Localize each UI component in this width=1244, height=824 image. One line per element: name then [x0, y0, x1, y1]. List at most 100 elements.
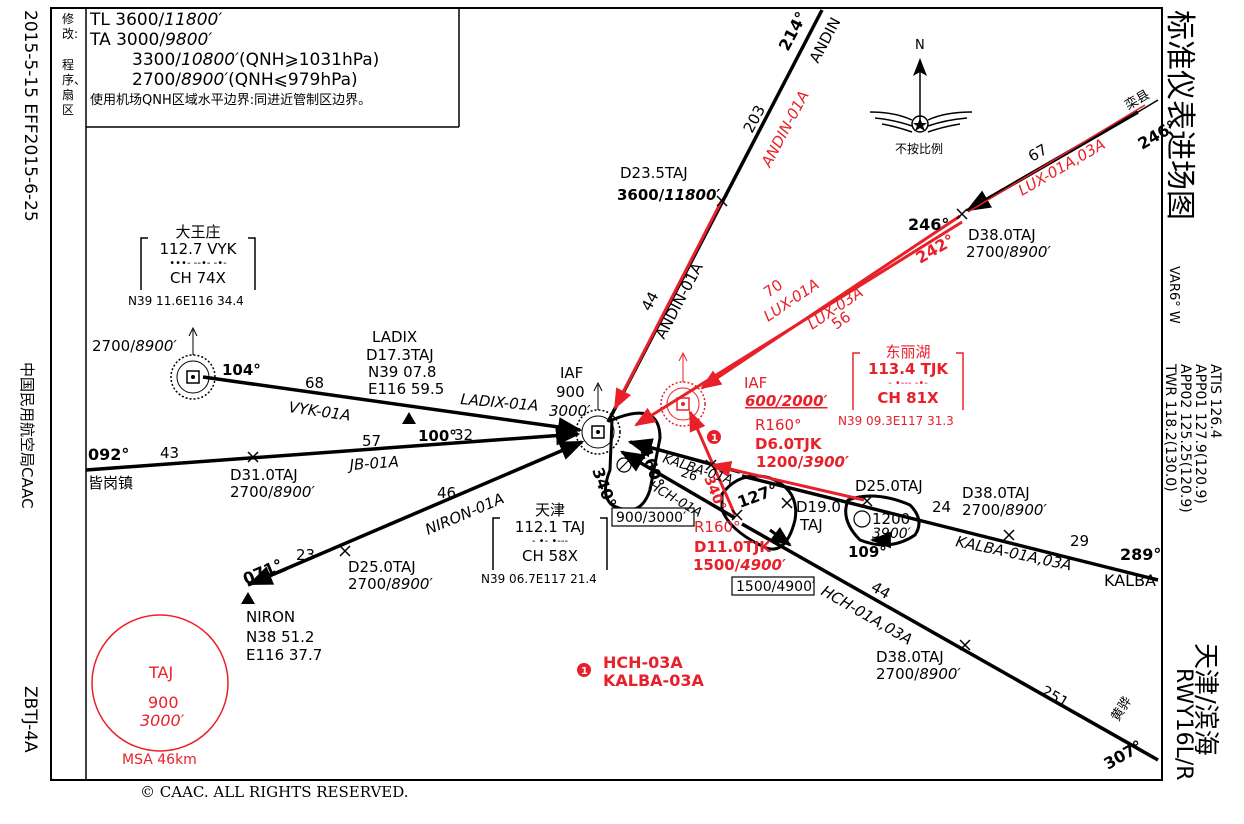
north-arrow-icon: [913, 58, 927, 120]
kalba-d380-dist: D38.0TAJ: [962, 484, 1030, 502]
niron-lat: N38 51.2: [246, 628, 314, 646]
vyk-alt-ft: 8900′: [135, 337, 177, 355]
route-jb-dist1: 43: [160, 444, 179, 462]
taj-coord: N39 06.7E117 21.4: [481, 572, 597, 586]
andin-d235-dist: D23.5TAJ: [620, 164, 688, 182]
fix-kalba-d380: [1003, 529, 1015, 541]
freq-atis: ATIS 126.4: [1207, 364, 1223, 439]
kalba-hold-alt-ft: 3900′: [872, 526, 911, 542]
msa-alt-ft: 3000′: [140, 711, 185, 730]
tjk-d6-radial: R160°: [755, 416, 802, 434]
vyk-box: 大王庄 112.7 VYK •••- --•- -•- CH 74X: [144, 224, 252, 287]
route-ladix-course: 100°: [418, 427, 457, 445]
tjk-d6-alt-ft: 3900′: [803, 453, 849, 471]
andin-d235-alt-ft: 11800′: [664, 186, 721, 204]
route-lux-edge: [1137, 99, 1159, 113]
msa-nav: TAJ: [148, 663, 173, 682]
kalba-d380-alt: 2700/8900′: [962, 501, 1047, 519]
route-niron: [247, 440, 585, 587]
tjk-hold-alt: 1500/4900′: [736, 579, 815, 595]
fix-tjk-d6: [705, 459, 717, 471]
vor-vyk-icon: [170, 326, 216, 400]
chart-title: 标准仪表进场图: [1162, 10, 1197, 220]
vor-tjk-icon: [660, 351, 706, 427]
route-lux03: [634, 220, 963, 427]
note-red-line2: KALBA-03A: [603, 671, 704, 690]
hch-name: 黄骅: [1109, 694, 1136, 724]
hold-taj-marker: [616, 457, 632, 473]
lux-d380-dist: D38.0TAJ: [968, 226, 1036, 244]
hch-d380-alt: 2700/8900′: [876, 665, 961, 683]
taj-name: 天津: [534, 501, 565, 519]
vyk-box-bracket: [140, 237, 256, 290]
chart-freqs: ATIS 126.4 APP01 127.9(120.9) APP02 125.…: [1162, 364, 1223, 513]
vyk-freq: 112.7 VYK: [159, 240, 237, 258]
tl-prefix: TL: [90, 10, 110, 30]
niron-triangle-icon: [241, 592, 255, 604]
route-niron-label: NIRON-01A: [423, 489, 507, 538]
tjk-d11-alt: 1500/4900′: [693, 556, 786, 574]
chart-frame: [50, 7, 1163, 781]
fix-niron-d250: [339, 545, 351, 557]
iaf-taj-label: IAF: [560, 364, 583, 382]
route-ladix-dist: 32: [454, 426, 473, 444]
route-kalba01-dist: 26: [679, 466, 699, 485]
jb-d310-alt-ft: 8900′: [273, 483, 315, 501]
d190-dist: D19.0: [796, 498, 841, 516]
fix-jb-d310: [247, 451, 259, 463]
fix-andin-d235: [716, 195, 728, 207]
vyk-name: 大王庄: [175, 223, 221, 241]
iaf-taj-hold-alt: 900/3000′: [616, 510, 686, 526]
hold-kalba: [844, 494, 921, 547]
route-kalba-dist1: 29: [1070, 532, 1089, 550]
header-box: TL 3600/11800′ TA 3000/9800′ 3300/10800′…: [90, 10, 379, 111]
hch-d380-dist: D38.0TAJ: [876, 648, 944, 666]
route-hch: [741, 522, 1159, 762]
route-andin-red-label: ANDIN-01A: [757, 88, 813, 171]
note-marker-2: [577, 663, 591, 677]
fix-kalba-d250: [861, 495, 873, 507]
chart-dates: 2015-5-15 EFF2015-6-25: [20, 10, 40, 222]
tjk-box: 东丽湖 113.4 TJK - •--- -•- CH 81X: [856, 344, 960, 407]
kalba-hold-alt: 1200: [872, 510, 910, 528]
route-kalba03-red: [709, 461, 865, 502]
fix-d190: [781, 497, 793, 509]
ta2-val: 3300/: [132, 50, 181, 70]
copyright: © CAAC. ALL RIGHTS RESERVED.: [140, 783, 409, 801]
fix-hch-d380: [959, 639, 971, 651]
msa-alt: 900: [148, 693, 179, 712]
jb-d310-dist: D31.0TAJ: [230, 466, 298, 484]
route-vyk-dist: 68: [305, 374, 324, 392]
chart-var: VAR6° W: [1166, 266, 1181, 324]
iaf-taj-alt-ft-val: 3000′: [549, 402, 591, 420]
chart-id: ZBTJ-4A: [20, 686, 40, 753]
tjk-d6-alt-m: 1200/: [756, 453, 804, 471]
tjk-d11-radial: R160°: [694, 518, 741, 536]
kalba-hold-out: 109°: [848, 543, 887, 561]
route-ladix-label: LADIX-01A: [460, 390, 540, 415]
niron-leg-dist: 23: [296, 546, 315, 564]
tjk-d11-dist: D11.0TJK: [694, 538, 772, 556]
taj-morse: - •- •---: [531, 536, 569, 547]
hold-taj-alt-box: [611, 507, 695, 527]
note-marker-2-num: 1: [581, 666, 588, 677]
revision-items: 程序、扇区: [62, 58, 87, 117]
tjk-freq: 113.4 TJK: [867, 360, 949, 378]
route-lux-dist: 67: [1025, 140, 1051, 165]
note-red-line1: HCH-03A: [603, 653, 683, 672]
tjk-coord: N39 09.3E117 31.3: [838, 414, 954, 428]
chart-authority: 中国民用航空局CAAC: [18, 362, 36, 509]
niron-name: NIRON: [246, 608, 295, 626]
tjk-d6-alt: 1200/3900′: [756, 453, 849, 471]
lux-d380-alt-ft: 8900′: [1009, 243, 1051, 261]
north-label: N: [915, 38, 925, 53]
hch-d380-alt-ft: 8900′: [919, 665, 961, 683]
ladix-triangle-icon: [402, 412, 416, 424]
kalba-d380-alt-ft: 8900′: [1005, 501, 1047, 519]
tjk-d6-dist: D6.0TJK: [755, 435, 823, 453]
jb-name: 皆岗镇: [88, 474, 133, 492]
msa-circle: [91, 614, 229, 752]
msa-label: MSA 46km: [122, 752, 197, 768]
ta2-cond: (QNH⩾1031hPa): [238, 50, 380, 70]
